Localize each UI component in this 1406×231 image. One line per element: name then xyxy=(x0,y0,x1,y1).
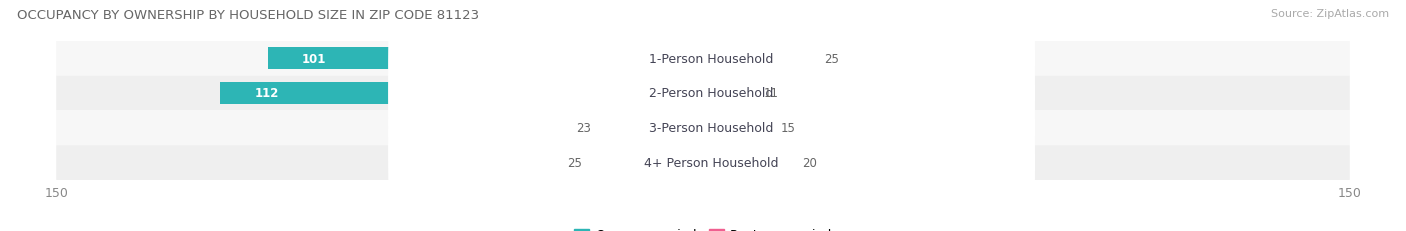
Bar xyxy=(703,48,811,70)
FancyBboxPatch shape xyxy=(56,111,1350,146)
Text: Source: ZipAtlas.com: Source: ZipAtlas.com xyxy=(1271,9,1389,19)
Legend: Owner-occupied, Renter-occupied: Owner-occupied, Renter-occupied xyxy=(568,223,838,231)
Text: 15: 15 xyxy=(780,122,796,135)
Text: OCCUPANCY BY OWNERSHIP BY HOUSEHOLD SIZE IN ZIP CODE 81123: OCCUPANCY BY OWNERSHIP BY HOUSEHOLD SIZE… xyxy=(17,9,479,22)
FancyBboxPatch shape xyxy=(388,0,1035,170)
Text: 1-Person Household: 1-Person Household xyxy=(650,52,773,65)
Text: 2-Person Household: 2-Person Household xyxy=(650,87,773,100)
Bar xyxy=(267,48,703,70)
Bar xyxy=(603,118,703,139)
Text: 23: 23 xyxy=(576,122,591,135)
FancyBboxPatch shape xyxy=(388,17,1035,231)
Bar xyxy=(703,152,789,174)
Text: 25: 25 xyxy=(568,156,582,169)
Text: 101: 101 xyxy=(302,52,326,65)
Text: 25: 25 xyxy=(824,52,838,65)
FancyBboxPatch shape xyxy=(56,146,1350,180)
Text: 11: 11 xyxy=(763,87,779,100)
FancyBboxPatch shape xyxy=(56,76,1350,111)
FancyBboxPatch shape xyxy=(56,42,1350,76)
Text: 112: 112 xyxy=(254,87,278,100)
Bar xyxy=(703,118,768,139)
Text: 3-Person Household: 3-Person Household xyxy=(650,122,773,135)
Bar xyxy=(703,83,751,104)
FancyBboxPatch shape xyxy=(388,52,1035,231)
FancyBboxPatch shape xyxy=(388,0,1035,205)
Bar xyxy=(221,83,703,104)
Text: 4+ Person Household: 4+ Person Household xyxy=(644,156,779,169)
Text: 20: 20 xyxy=(803,156,817,169)
Bar xyxy=(595,152,703,174)
